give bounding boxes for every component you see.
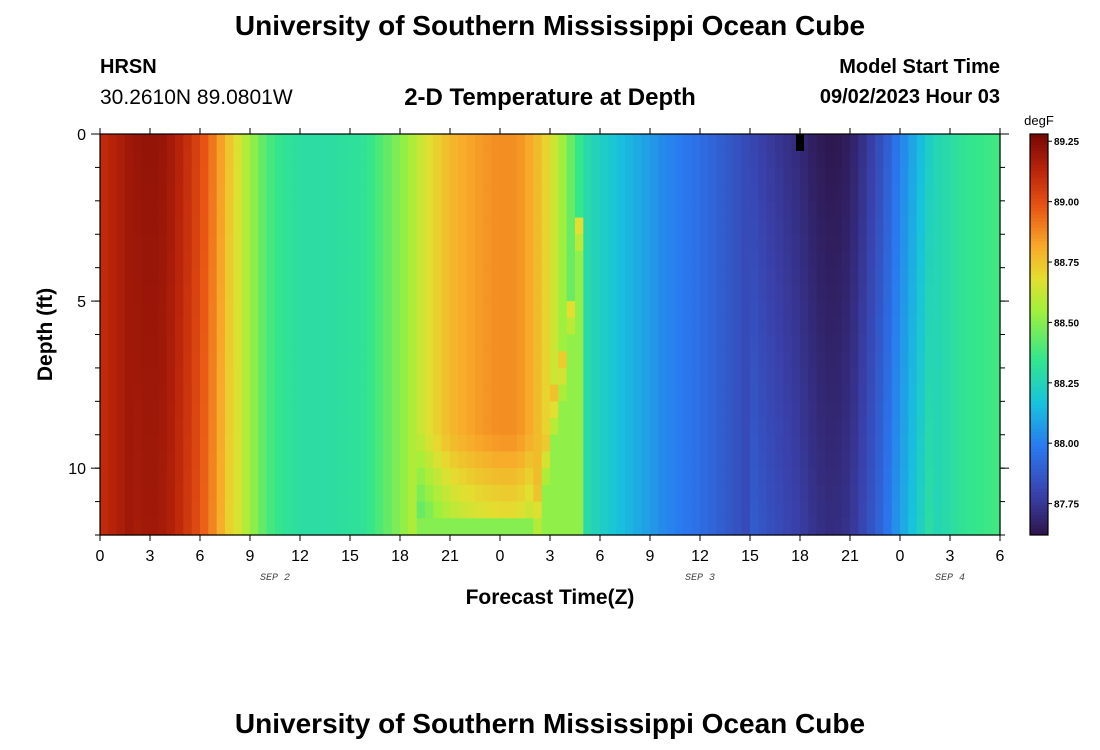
x-tick-label: 12 [291,548,309,565]
colorbar-tick-label: 89.25 [1054,137,1079,148]
model-start-value: 09/02/2023 Hour 03 [819,86,1000,108]
x-tick-label: 6 [196,548,205,565]
colorbar-tick-label: 88.25 [1054,379,1079,390]
x-tick-label: 3 [946,548,955,565]
date-label: SEP 3 [685,573,715,584]
model-start-label: Model Start Time [839,56,1000,78]
x-tick-label: 0 [496,548,505,565]
y-tick-label: 10 [68,461,86,478]
colorbar-unit: degF [1024,113,1054,128]
page-title: University of Southern Mississippi Ocean… [234,10,866,41]
colorbar-frame [1029,133,1049,536]
date-label: SEP 2 [260,573,290,584]
x-tick-label: 9 [646,548,655,565]
station-coordinates: 30.2610N 89.0801W [100,86,293,109]
x-tick-label: 3 [146,548,155,565]
y-axis-label: Depth (ft) [34,288,57,381]
y-tick-label: 5 [77,294,86,311]
colorbar-tick-label: 87.75 [1054,500,1079,511]
colorbar-tick-label: 89.00 [1054,198,1079,209]
x-tick-label: 18 [391,548,409,565]
x-tick-label: 0 [896,548,905,565]
x-tick-label: 6 [996,548,1005,565]
y-tick-label: 0 [77,127,86,144]
x-tick-label: 9 [246,548,255,565]
x-tick-label: 12 [691,548,709,565]
colorbar-tick-label: 88.75 [1054,258,1079,269]
x-tick-label: 0 [96,548,105,565]
page-title-repeat: University of Southern Mississippi Ocean… [234,708,866,739]
x-tick-label: 21 [841,548,859,565]
x-tick-label: 18 [791,548,809,565]
x-axis-label: Forecast Time(Z) [466,586,635,609]
chart-title: 2-D Temperature at Depth [404,84,696,111]
x-tick-label: 15 [741,548,759,565]
heatmap-cells [100,134,1001,536]
x-tick-label: 6 [596,548,605,565]
x-tick-label: 3 [546,548,555,565]
station-name: HRSN [100,56,157,78]
date-label: SEP 4 [935,573,965,584]
colorbar-tick-label: 88.00 [1054,439,1079,450]
x-tick-label: 21 [441,548,459,565]
colorbar-gradient [1030,134,1048,536]
x-tick-label: 15 [341,548,359,565]
colorbar-tick-label: 88.50 [1054,318,1079,329]
marker [796,134,804,151]
